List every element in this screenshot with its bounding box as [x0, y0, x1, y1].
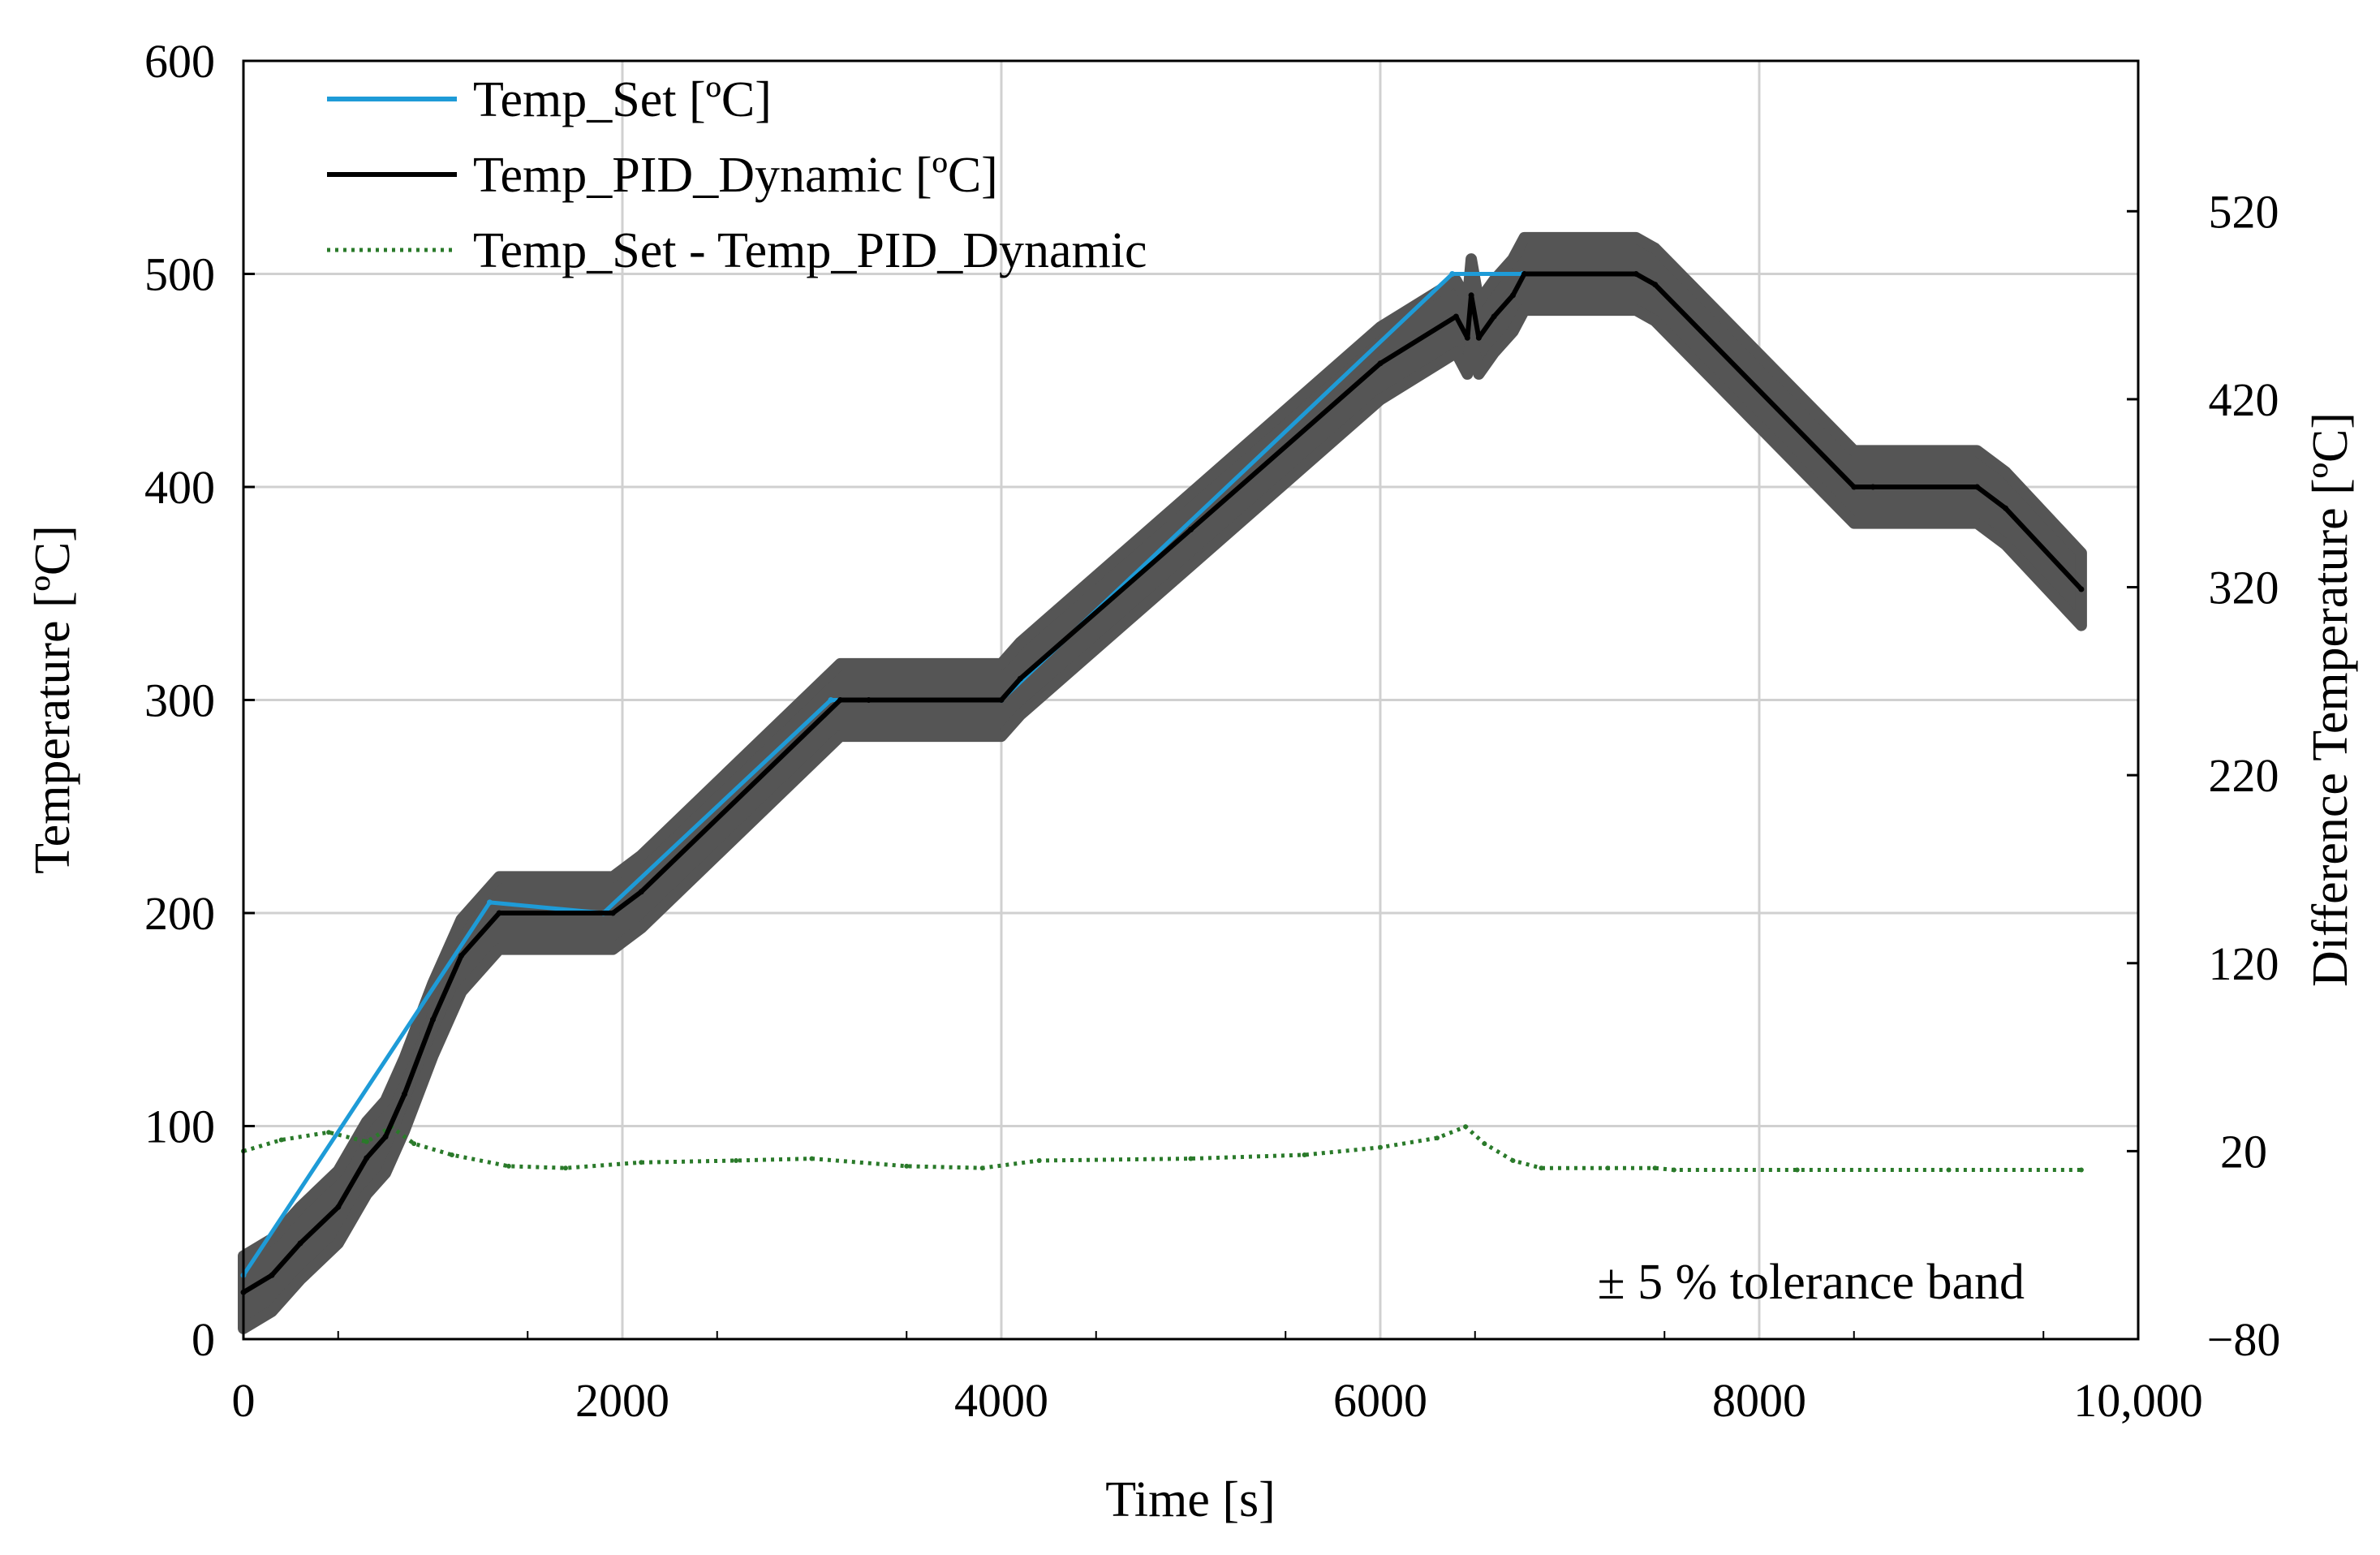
series-2-point	[1302, 1152, 1307, 1157]
y-axis-title: Temperature [ºC]	[25, 525, 80, 874]
series-2-point	[1652, 1165, 1658, 1171]
y2-tick-label: 520	[2209, 185, 2279, 238]
x-tick-label: 0	[232, 1374, 256, 1427]
series-1-point	[1468, 292, 1474, 299]
series-1-point	[1851, 484, 1857, 490]
series-1-point	[2003, 505, 2009, 511]
series-2-point	[1463, 1124, 1469, 1130]
series-2-point	[639, 1160, 644, 1165]
series-2-point	[1671, 1167, 1676, 1173]
series-2-point	[1036, 1158, 1042, 1163]
y2-tick-label: 20	[2220, 1125, 2267, 1178]
y-tick-label: 400	[144, 461, 215, 514]
series-1-point	[1510, 292, 1516, 299]
series-2-point	[449, 1152, 454, 1157]
legend-label-temp-set: Temp_Set [ºC]	[473, 72, 772, 127]
series-1-point	[1475, 334, 1482, 341]
series-1-point	[1017, 675, 1023, 682]
series-1-point	[1633, 271, 1639, 277]
series-2-point	[364, 1139, 369, 1144]
y-tick-label: 500	[144, 248, 215, 301]
y2-tick-label: 420	[2209, 373, 2279, 426]
series-1-point	[1377, 360, 1384, 367]
series-1-point	[335, 1204, 342, 1210]
series-1-point	[1453, 313, 1459, 320]
legend-label-temp-pid: Temp_PID_Dynamic [ºC]	[473, 148, 998, 203]
y2-tick-label: −80	[2207, 1313, 2281, 1366]
series-1-point	[866, 697, 872, 703]
series-1-point	[1491, 313, 1497, 320]
series-2-point	[326, 1130, 332, 1135]
series-1-point	[638, 889, 644, 895]
series-2-point	[1435, 1135, 1440, 1141]
series-2-point	[1378, 1144, 1383, 1150]
y-tick-label: 600	[144, 35, 215, 88]
series-1-point	[2078, 586, 2085, 592]
x-tick-label: 10,000	[2073, 1374, 2203, 1427]
series-1-point	[430, 1016, 436, 1023]
x-tick-label: 4000	[954, 1374, 1048, 1427]
series-1-point	[364, 1155, 370, 1161]
series-2-point	[2078, 1167, 2084, 1173]
series-2-point	[278, 1137, 284, 1143]
tolerance-band	[238, 231, 2087, 1334]
series-2-point	[1539, 1165, 1544, 1171]
series-2-point	[1482, 1141, 1487, 1147]
axis-ticks: 0 2000 4000 6000 8000 10,000 0 100 200 300 400 500 6…	[144, 35, 2280, 1427]
series-2-point	[1946, 1167, 1952, 1173]
series-1-point	[1521, 271, 1527, 277]
tolerance-band-area	[238, 231, 2087, 1334]
series-1-point	[402, 1091, 407, 1097]
x-axis-title: Time [s]	[1105, 1472, 1276, 1527]
series-0-point	[1449, 271, 1456, 277]
series-1-point	[837, 697, 843, 703]
series-1-point	[458, 953, 464, 958]
series-2-point	[734, 1158, 739, 1163]
x-tick-label: 2000	[575, 1374, 669, 1427]
series-2-point	[809, 1156, 815, 1161]
series-2-point	[411, 1141, 417, 1147]
series-1-point	[1870, 484, 1876, 490]
series-1-point	[297, 1240, 303, 1247]
series-2-point	[506, 1163, 511, 1169]
y-tick-label: 200	[144, 887, 215, 940]
series-2-point	[979, 1165, 985, 1171]
legend: Temp_Set [ºC] Temp_PID_Dynamic [ºC] Temp…	[327, 72, 1147, 278]
legend-label-difference: Temp_Set - Temp_PID_Dynamic	[473, 223, 1147, 278]
series-1-point	[998, 697, 1005, 703]
series-1-point	[382, 1134, 389, 1140]
series-1-point	[609, 910, 616, 916]
y2-tick-label: 220	[2209, 749, 2279, 802]
series-2-point	[904, 1163, 910, 1169]
series-1-point	[1974, 484, 1980, 490]
y2-tick-label: 320	[2209, 562, 2279, 614]
series-line-1	[242, 271, 2084, 1294]
series-1-point	[1464, 334, 1470, 341]
tolerance-band-annotation: ± 5 % tolerance band	[1598, 1255, 2025, 1310]
series-1-point	[496, 910, 502, 916]
series-0-point	[487, 899, 493, 906]
series-0-point	[828, 697, 834, 703]
series-2-point	[1605, 1165, 1611, 1171]
y-tick-label: 300	[144, 674, 215, 727]
x-tick-label: 8000	[1712, 1374, 1806, 1427]
series-group	[240, 271, 2085, 1295]
series-2-point	[563, 1165, 568, 1171]
y2-axis-title: Difference Temperature [ºC]	[2303, 412, 2358, 987]
series-1-point	[1188, 527, 1194, 532]
series-2-point	[1510, 1158, 1516, 1163]
y-tick-label: 100	[144, 1101, 215, 1153]
y-tick-label: 0	[192, 1313, 215, 1366]
x-tick-label: 6000	[1333, 1374, 1427, 1427]
series-2-point	[1188, 1156, 1194, 1161]
y2-tick-label: 120	[2209, 937, 2279, 990]
series-1-point	[269, 1272, 275, 1278]
series-2-point	[1794, 1167, 1800, 1173]
series-1-point	[1652, 282, 1659, 288]
